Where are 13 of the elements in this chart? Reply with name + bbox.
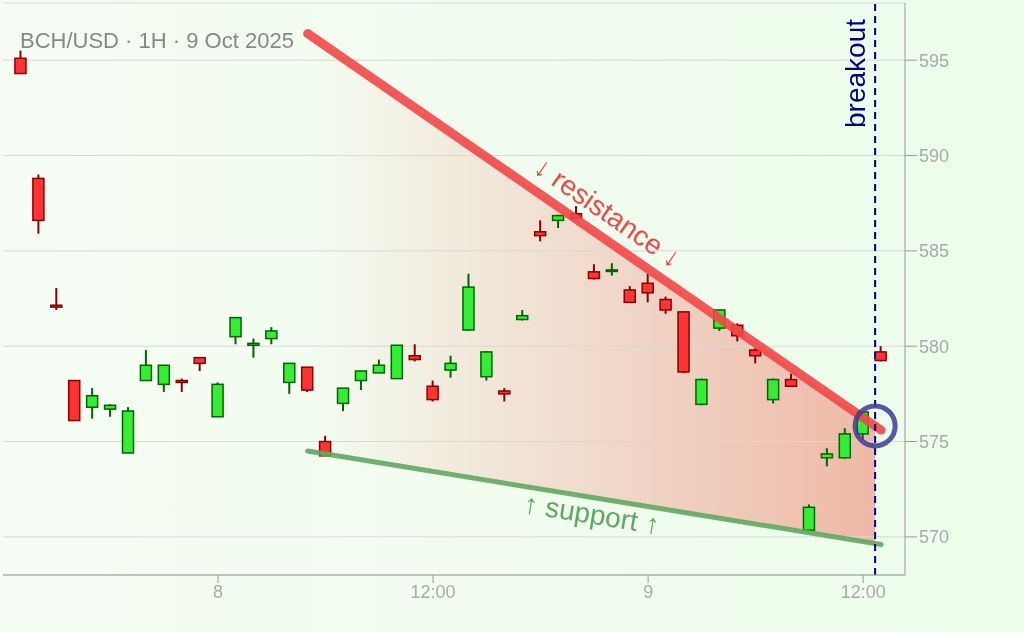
y-tick-label: 585 [919, 241, 950, 262]
text: ↑ support ↑ [521, 487, 662, 541]
x-tick-label: 9 [643, 581, 654, 602]
y-tick-label: 590 [919, 145, 950, 166]
x-tick-label: 8 [213, 581, 224, 602]
x-tick-label: 12:00 [840, 581, 886, 602]
ref-line-label: breakout [840, 18, 872, 128]
y-tick-label: 570 [919, 527, 950, 548]
y-tick-label: 580 [919, 336, 950, 357]
text: BCH/USD · 1H · 9 Oct 2025 [20, 28, 294, 54]
y-tick-label: 575 [919, 431, 950, 452]
x-tick-label: 12:00 [410, 581, 456, 602]
y-tick-label: 595 [919, 50, 950, 71]
